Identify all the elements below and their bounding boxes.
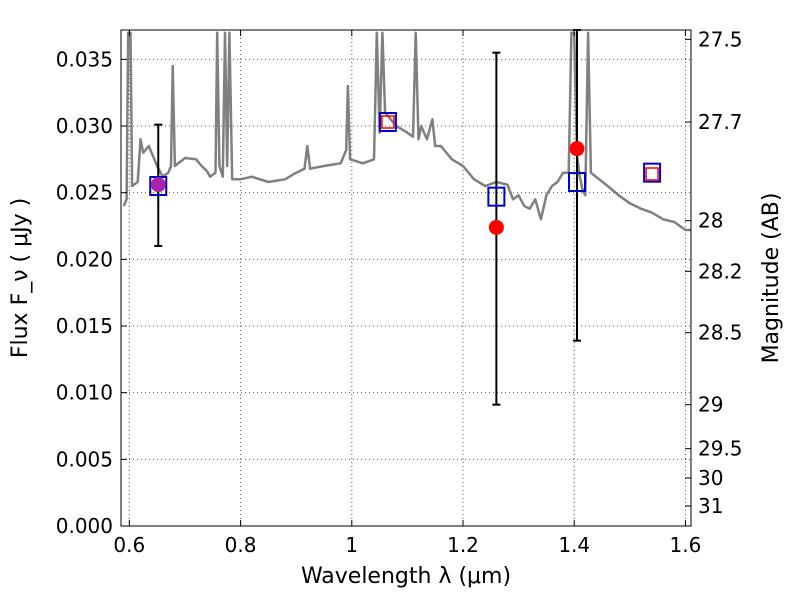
x-tick-label: 1.2 — [447, 533, 479, 557]
blue-square-marker — [568, 172, 586, 192]
y-tick-label: 0.035 — [56, 47, 113, 71]
spectrum-line — [122, 31, 691, 232]
magnitude-tick-label: 27.7 — [698, 110, 743, 134]
y-axis-title: Flux F_ν ( μJy ) — [8, 198, 33, 358]
red-square-marker — [645, 167, 659, 181]
axis-ticks — [121, 30, 691, 527]
x-tick-label: 0.8 — [225, 533, 257, 557]
y-tick-label: 0.025 — [56, 181, 113, 205]
blue-square-marker — [643, 162, 662, 183]
y-tick-label: 0.020 — [56, 247, 113, 271]
y-tick-label: 0.005 — [56, 447, 113, 471]
magnitude-tick-label: 28.5 — [698, 321, 743, 345]
magnitude-tick-label: 27.5 — [698, 27, 743, 51]
magnitude-tick-label: 29.5 — [698, 437, 743, 461]
magnitude-tick-labels: 27.5 27.7 28 28.2 28.5 29 29.5 30 31 — [698, 27, 743, 518]
magnitude-tick-label: 29 — [698, 393, 723, 417]
y-tick-label: 0.010 — [56, 381, 113, 405]
plot-frame — [120, 29, 692, 527]
y-tick-label: 0.000 — [56, 514, 113, 538]
x-tick-label: 1 — [345, 533, 358, 557]
circle-marker — [488, 219, 504, 235]
magnitude-axis-title: Magnitude (AB) — [759, 193, 784, 364]
blue-square-marker — [487, 186, 506, 207]
spectrum-series — [122, 31, 691, 232]
red-square-marker — [381, 115, 395, 129]
y-tick-labels: 0.000 0.005 0.010 0.015 0.020 0.025 0.030 0.035 — [56, 47, 113, 538]
x-tick-labels: 0.6 0.8 1 1.2 1.4 1.6 — [113, 533, 701, 557]
grid-lines — [121, 30, 691, 527]
magnitude-tick-label: 30 — [698, 466, 723, 490]
photometry-markers — [149, 112, 662, 235]
magnitude-tick-label: 31 — [698, 494, 723, 518]
magnitude-tick-label: 28 — [698, 209, 723, 233]
y-tick-label: 0.015 — [56, 314, 113, 338]
circle-marker — [150, 177, 166, 193]
blue-square-marker — [378, 112, 397, 132]
x-axis-title: Wavelength λ (μm) — [301, 564, 511, 589]
x-tick-label: 1.6 — [670, 533, 702, 557]
y-tick-label: 0.030 — [56, 114, 113, 138]
magnitude-tick-label: 28.2 — [698, 259, 743, 283]
x-tick-label: 0.6 — [113, 533, 145, 557]
x-tick-label: 1.4 — [558, 533, 590, 557]
circle-marker — [569, 141, 585, 157]
blue-square-marker — [149, 176, 168, 196]
